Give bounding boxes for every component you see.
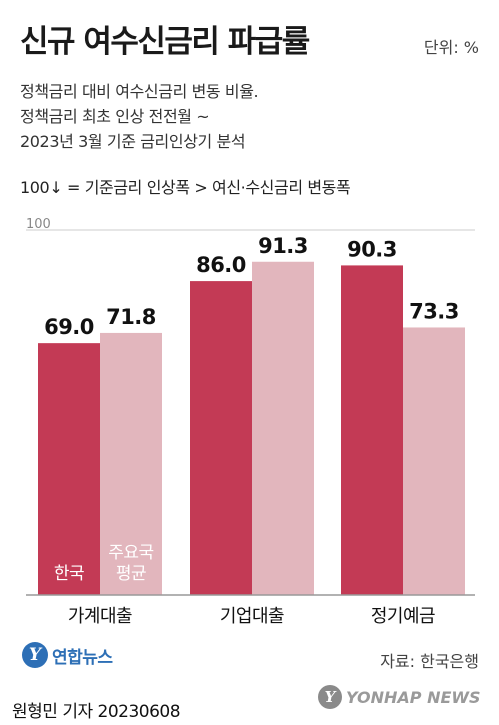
bar-2-0 xyxy=(341,265,403,595)
source-note: 자료: 한국은행 xyxy=(380,652,479,671)
reporter-credit: 원형민 기자 20230608 xyxy=(12,702,181,722)
category-label-1: 기업대출 xyxy=(220,606,284,627)
watermark-text: YONHAP NEWS xyxy=(346,687,481,707)
chart-title: 신규 여수신금리 파급률 xyxy=(20,24,310,60)
subtitle-line-3: 2023년 3월 기준 금리인상기 분석 xyxy=(20,132,246,151)
bar-0-1 xyxy=(100,332,162,595)
bar-0-0 xyxy=(38,343,100,595)
subtitle-line-2: 정책금리 최초 인상 전전월 ~ xyxy=(20,107,210,126)
series-label-1-1: 평균 xyxy=(116,564,146,584)
yonhap-logo-icon: Y xyxy=(22,642,48,668)
category-label-0: 가계대출 xyxy=(68,606,132,627)
reference-line-label: 100 xyxy=(26,217,51,232)
series-label-1-0: 주요국 xyxy=(108,543,153,563)
bar-1-1 xyxy=(252,261,314,595)
data-label-1-0: 86.0 xyxy=(196,253,246,277)
category-label-2: 정기예금 xyxy=(371,606,435,627)
data-label-2-0: 90.3 xyxy=(347,237,397,261)
bar-1-0 xyxy=(190,281,252,595)
series-label-0-0: 한국 xyxy=(54,564,84,584)
yonhap-news-watermark: Y YONHAP NEWS xyxy=(318,685,481,709)
yonhap-logo-icon: Y xyxy=(318,685,342,709)
unit-label: 단위: % xyxy=(423,38,479,57)
data-label-1-1: 91.3 xyxy=(258,234,308,258)
bar-2-1 xyxy=(403,327,465,595)
logo-text: 연합뉴스 xyxy=(52,647,113,668)
legend-note: 100↓ = 기준금리 인상폭 > 여신·수신금리 변동폭 xyxy=(20,178,351,197)
data-label-2-1: 73.3 xyxy=(409,299,459,323)
yonhap-logo: Y 연합뉴스 xyxy=(22,642,113,668)
data-label-0-1: 71.8 xyxy=(106,305,156,329)
data-label-0-0: 69.0 xyxy=(44,315,94,339)
subtitle-line-1: 정책금리 대비 여수신금리 변동 비율. xyxy=(20,82,259,101)
